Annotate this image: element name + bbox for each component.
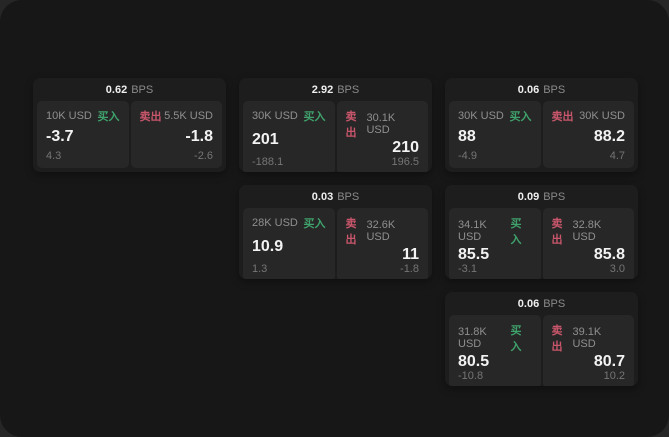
sell-quote-button[interactable]: 卖出 39.1K USD 80.7 10.2: [542, 315, 634, 386]
sell-size-label: 30K USD: [579, 110, 625, 122]
sell-price-delta: -2.6: [194, 150, 213, 162]
sell-price: 85.8: [593, 246, 625, 263]
buy-quote-button[interactable]: 30K USD 买入 88 -4.9: [449, 101, 541, 168]
sell-quote-button[interactable]: 卖出 30.1K USD 210 196.5: [336, 101, 428, 172]
sell-side-label: 卖出: [551, 325, 563, 353]
buy-size-label: 28K USD: [252, 217, 298, 229]
sell-price: 80.7: [593, 353, 625, 370]
buy-size-label: 10K USD: [46, 110, 92, 122]
bps-value: 0.09: [517, 190, 540, 203]
bps-header: 0.06 BPS: [445, 292, 638, 315]
bps-value: 0.62: [105, 83, 128, 96]
quote-panels: 28K USD 买入 10.9 1.3 卖出 32.6K USD 11 -1.8: [239, 208, 432, 279]
buy-size-label: 31.8K USD: [458, 326, 487, 350]
sell-side-label: 卖出: [551, 218, 563, 246]
buy-quote-button[interactable]: 10K USD 买入 -3.7 4.3: [37, 101, 129, 168]
buy-price-delta: 1.3: [252, 263, 268, 275]
buy-side-label: 买入: [509, 111, 532, 123]
buy-price: -3.7: [46, 128, 74, 145]
buy-side-label: 买入: [97, 111, 120, 123]
sell-price-delta: 196.5: [391, 156, 419, 168]
buy-quote-button[interactable]: 31.8K USD 买入 80.5 -10.8: [449, 315, 541, 386]
buy-price-delta: -10.8: [458, 370, 484, 382]
sell-price: -1.8: [185, 128, 213, 145]
bps-header: 0.03 BPS: [239, 185, 432, 208]
buy-size-label: 30K USD: [458, 110, 504, 122]
sell-side-label: 卖出: [345, 218, 357, 246]
sell-price: 88.2: [593, 128, 625, 145]
sell-size-label: 39.1K USD: [572, 326, 602, 350]
buy-price: 201: [252, 131, 279, 148]
bps-value: 0.06: [517, 297, 540, 310]
sell-price-delta: 4.7: [609, 150, 625, 162]
bps-unit-label: BPS: [337, 83, 360, 96]
quote-panels: 30K USD 买入 88 -4.9 卖出 30K USD 88.2 4.7: [445, 101, 638, 172]
buy-size-label: 34.1K USD: [458, 219, 487, 243]
sell-price: 210: [392, 139, 419, 156]
quote-panels: 10K USD 买入 -3.7 4.3 卖出 5.5K USD -1.8 -2.…: [33, 101, 226, 172]
buy-quote-button[interactable]: 28K USD 买入 10.9 1.3: [243, 208, 335, 279]
buy-side-label: 买入: [303, 218, 326, 230]
buy-price-delta: -4.9: [458, 150, 477, 162]
buy-price-delta: -3.1: [458, 263, 477, 275]
bps-header: 0.09 BPS: [445, 185, 638, 208]
sell-price: 11: [402, 246, 419, 263]
buy-price: 88: [458, 128, 476, 145]
bps-unit-label: BPS: [543, 297, 566, 310]
bps-value: 2.92: [311, 83, 334, 96]
bps-header: 0.06 BPS: [445, 78, 638, 101]
sell-price-delta: 3.0: [609, 263, 625, 275]
quote-card: 0.03 BPS 28K USD 买入 10.9 1.3 卖出 32.6K US…: [239, 185, 432, 279]
bps-unit-label: BPS: [337, 190, 360, 203]
bps-value: 0.06: [517, 83, 540, 96]
sell-side-label: 卖出: [551, 111, 574, 123]
sell-quote-button[interactable]: 卖出 32.6K USD 11 -1.8: [336, 208, 428, 279]
bps-unit-label: BPS: [543, 83, 566, 96]
sell-quote-button[interactable]: 卖出 30K USD 88.2 4.7: [542, 101, 634, 168]
bps-unit-label: BPS: [131, 83, 154, 96]
buy-price-delta: -188.1: [252, 156, 284, 168]
sell-size-label: 32.6K USD: [366, 219, 396, 243]
buy-quote-button[interactable]: 30K USD 买入 201 -188.1: [243, 101, 335, 172]
bps-unit-label: BPS: [543, 190, 566, 203]
buy-side-label: 买入: [510, 325, 522, 353]
sell-quote-button[interactable]: 卖出 32.8K USD 85.8 3.0: [542, 208, 634, 279]
bps-header: 0.62 BPS: [33, 78, 226, 101]
sell-price-delta: 10.2: [603, 370, 625, 382]
quote-panels: 31.8K USD 买入 80.5 -10.8 卖出 39.1K USD 80.…: [445, 315, 638, 386]
bps-value: 0.03: [311, 190, 334, 203]
quote-card: 0.06 BPS 31.8K USD 买入 80.5 -10.8 卖出 39.1…: [445, 292, 638, 386]
buy-price: 85.5: [458, 246, 490, 263]
quote-panels: 34.1K USD 买入 85.5 -3.1 卖出 32.8K USD 85.8…: [445, 208, 638, 279]
quote-card: 0.62 BPS 10K USD 买入 -3.7 4.3 卖出 5.5K USD: [33, 78, 226, 172]
bps-header: 2.92 BPS: [239, 78, 432, 101]
sell-side-label: 卖出: [345, 111, 357, 139]
quote-panels: 30K USD 买入 201 -188.1 卖出 30.1K USD 210 1…: [239, 101, 432, 172]
buy-price: 80.5: [458, 353, 490, 370]
quote-card: 2.92 BPS 30K USD 买入 201 -188.1 卖出 30.1K …: [239, 78, 432, 172]
sell-side-label: 卖出: [139, 111, 162, 123]
sell-price-delta: -1.8: [400, 263, 419, 275]
buy-size-label: 30K USD: [252, 110, 298, 122]
quote-card: 0.09 BPS 34.1K USD 买入 85.5 -3.1 卖出 32.8K…: [445, 185, 638, 279]
sell-size-label: 5.5K USD: [164, 110, 213, 122]
sell-size-label: 32.8K USD: [572, 219, 602, 243]
buy-quote-button[interactable]: 34.1K USD 买入 85.5 -3.1: [449, 208, 541, 279]
sell-size-label: 30.1K USD: [366, 112, 396, 136]
buy-side-label: 买入: [510, 218, 522, 246]
sell-quote-button[interactable]: 卖出 5.5K USD -1.8 -2.6: [130, 101, 222, 168]
quote-card: 0.06 BPS 30K USD 买入 88 -4.9 卖出 30K USD: [445, 78, 638, 172]
buy-price-delta: 4.3: [46, 150, 62, 162]
buy-side-label: 买入: [303, 111, 326, 123]
buy-price: 10.9: [252, 238, 284, 255]
quote-card-grid: 0.62 BPS 10K USD 买入 -3.7 4.3 卖出 5.5K USD: [33, 78, 638, 386]
